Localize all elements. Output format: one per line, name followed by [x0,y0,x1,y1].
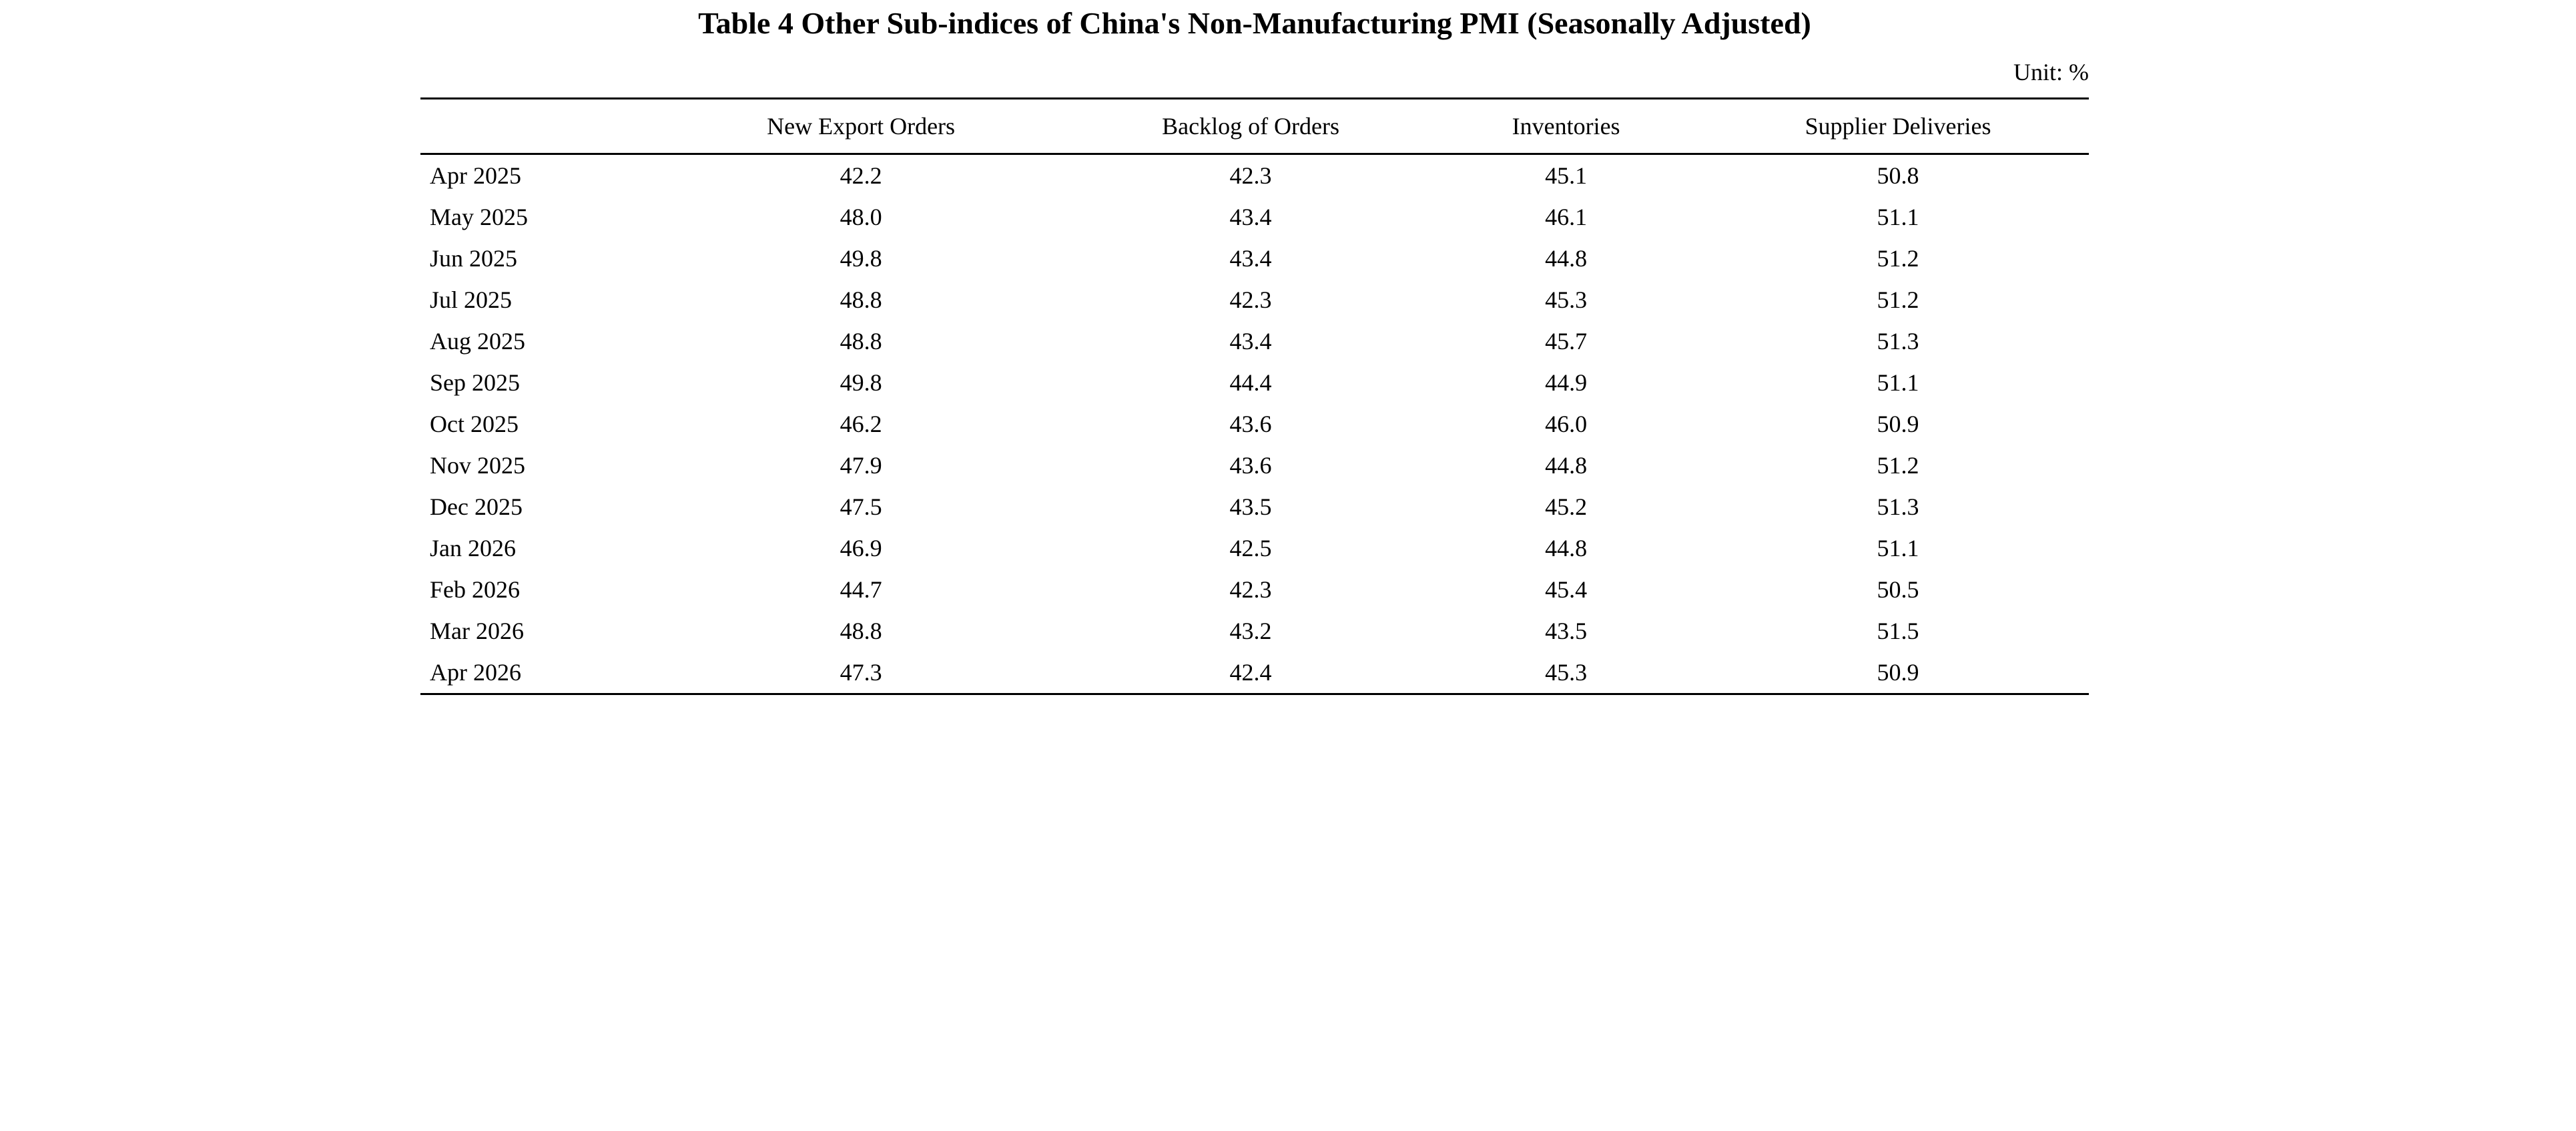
row-label: Jul 2025 [430,286,513,313]
value-cell: 45.3 [1545,286,1588,313]
value-cell: 44.8 [1545,245,1588,272]
value-cell: 45.3 [1545,659,1588,686]
row-label: Apr 2025 [430,162,521,189]
value-cell: 51.1 [1877,535,1919,561]
value-cell: 42.4 [1229,659,1272,686]
unit-label: Unit: % [2013,59,2089,85]
value-cell: 43.6 [1229,452,1272,479]
value-cell: 51.2 [1877,452,1919,479]
value-cell: 48.8 [840,618,882,644]
value-cell: 46.1 [1545,204,1588,230]
row-label: Oct 2025 [430,411,519,437]
value-cell: 48.8 [840,328,882,355]
value-cell: 43.4 [1229,204,1272,230]
value-cell: 51.5 [1877,618,1919,644]
value-cell: 50.5 [1877,576,1919,603]
value-cell: 42.3 [1229,162,1272,189]
value-cell: 51.1 [1877,369,1919,396]
row-label: Jun 2025 [430,245,518,272]
page-title: Table 4 Other Sub-indices of China's Non… [698,6,1811,40]
value-cell: 42.3 [1229,286,1272,313]
value-cell: 45.1 [1545,162,1588,189]
value-cell: 51.3 [1877,328,1919,355]
table-row: Apr 2025 42.2 42.3 45.1 50.8 [420,154,2089,197]
value-cell: 44.9 [1545,369,1588,396]
table-row: Feb 2026 44.7 42.3 45.4 50.5 [420,569,2089,610]
value-cell: 51.2 [1877,286,1919,313]
value-cell: 50.9 [1877,659,1919,686]
row-label: Aug 2025 [430,328,525,355]
value-cell: 45.7 [1545,328,1588,355]
value-cell: 49.8 [840,369,882,396]
value-cell: 51.3 [1877,493,1919,520]
row-label: Feb 2026 [430,576,520,603]
column-header: Backlog of Orders [1162,113,1340,140]
value-cell: 44.8 [1545,535,1588,561]
row-label: Nov 2025 [430,452,525,479]
value-cell: 43.2 [1229,618,1272,644]
table-section: Table 4 Other Sub-indices of China's Non… [420,0,2089,695]
row-label: Sep 2025 [430,369,520,396]
table-row: Jun 2025 49.8 43.4 44.8 51.2 [420,238,2089,279]
value-cell: 46.0 [1545,411,1588,437]
header-row: New Export Orders Backlog of Orders Invent… [420,99,2089,154]
value-cell: 43.5 [1545,618,1588,644]
value-cell: 44.7 [840,576,882,603]
value-cell: 51.1 [1877,204,1919,230]
table-row: May 2025 48.0 43.4 46.1 51.1 [420,196,2089,238]
column-header: Supplier Deliveries [1805,113,1991,140]
table-header: New Export Orders Backlog of Orders Invent… [420,99,2089,154]
value-cell: 50.9 [1877,411,1919,437]
value-cell: 47.5 [840,493,882,520]
row-label: May 2025 [430,204,528,230]
value-cell: 44.8 [1545,452,1588,479]
table-row: Oct 2025 46.2 43.6 46.0 50.9 [420,403,2089,445]
row-label: Dec 2025 [430,493,523,520]
row-label-header [420,99,645,154]
value-cell: 43.6 [1229,411,1272,437]
table-body: Apr 2025 42.2 42.3 45.1 50.8 May 2025 48.0 43.4… [420,154,2089,694]
row-label: Mar 2026 [430,618,524,644]
value-cell: 47.9 [840,452,882,479]
column-header: New Export Orders [767,113,956,140]
table-row: Mar 2026 48.8 43.2 43.5 51.5 [420,610,2089,652]
value-cell: 46.9 [840,535,882,561]
table-row: Jul 2025 48.8 42.3 45.3 51.2 [420,279,2089,320]
table-row: Aug 2025 48.8 43.4 45.7 51.3 [420,320,2089,362]
column-header: Inventories [1512,113,1620,140]
value-cell: 49.8 [840,245,882,272]
value-cell: 51.2 [1877,245,1919,272]
value-cell: 50.8 [1877,162,1919,189]
row-label: Apr 2026 [430,659,521,686]
value-cell: 43.4 [1229,245,1272,272]
value-cell: 46.2 [840,411,882,437]
table-row: Dec 2025 47.5 43.5 45.2 51.3 [420,486,2089,527]
table-row: Apr 2026 47.3 42.4 45.3 50.9 [420,652,2089,694]
table-row: Jan 2026 46.9 42.5 44.8 51.1 [420,527,2089,569]
value-cell: 45.2 [1545,493,1588,520]
value-cell: 48.0 [840,204,882,230]
table-row: Nov 2025 47.9 43.6 44.8 51.2 [420,445,2089,486]
table-row: Sep 2025 49.8 44.4 44.9 51.1 [420,362,2089,403]
pmi-sub-indices-table: New Export Orders Backlog of Orders Invent… [420,97,2089,695]
row-label: Jan 2026 [430,535,516,561]
value-cell: 42.3 [1229,576,1272,603]
value-cell: 43.4 [1229,328,1272,355]
value-cell: 44.4 [1229,369,1272,396]
value-cell: 48.8 [840,286,882,313]
value-cell: 43.5 [1229,493,1272,520]
value-cell: 42.2 [840,162,882,189]
value-cell: 47.3 [840,659,882,686]
value-cell: 42.5 [1229,535,1272,561]
value-cell: 45.4 [1545,576,1588,603]
